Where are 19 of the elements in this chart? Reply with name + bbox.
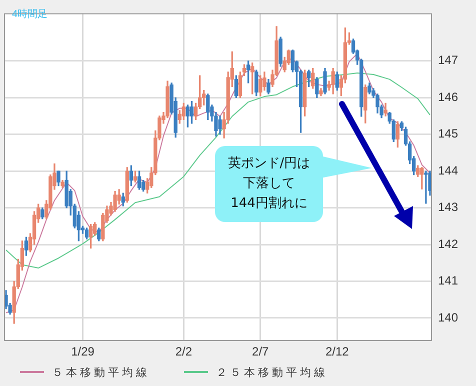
annotation: 144円割れに <box>230 195 308 213</box>
y-tick-label: 146 <box>438 90 458 104</box>
legend-label: ５本移動平均線 <box>52 366 150 380</box>
y-tick-label: 140 <box>438 310 458 324</box>
annotation: 下落して <box>242 175 296 193</box>
chart-title: 4時間足 <box>12 8 48 21</box>
y-tick-label: 147 <box>438 53 458 68</box>
x-tick-label: 2/12 <box>325 344 350 359</box>
legend-label: ２５本移動平均線 <box>216 366 328 380</box>
annotation: 英ポンド/円は <box>226 155 312 173</box>
x-tick-label: 2/2 <box>175 344 192 359</box>
candlestick <box>424 170 428 204</box>
y-tick-label: 141 <box>438 274 458 288</box>
y-tick-label: 145 <box>438 126 458 141</box>
y-tick-label: 143 <box>438 200 458 214</box>
y-tick-label: 142 <box>438 236 458 251</box>
x-tick-label: 1/29 <box>71 344 95 359</box>
y-tick-label: 144 <box>438 163 458 178</box>
x-tick-label: 2/7 <box>252 344 270 359</box>
